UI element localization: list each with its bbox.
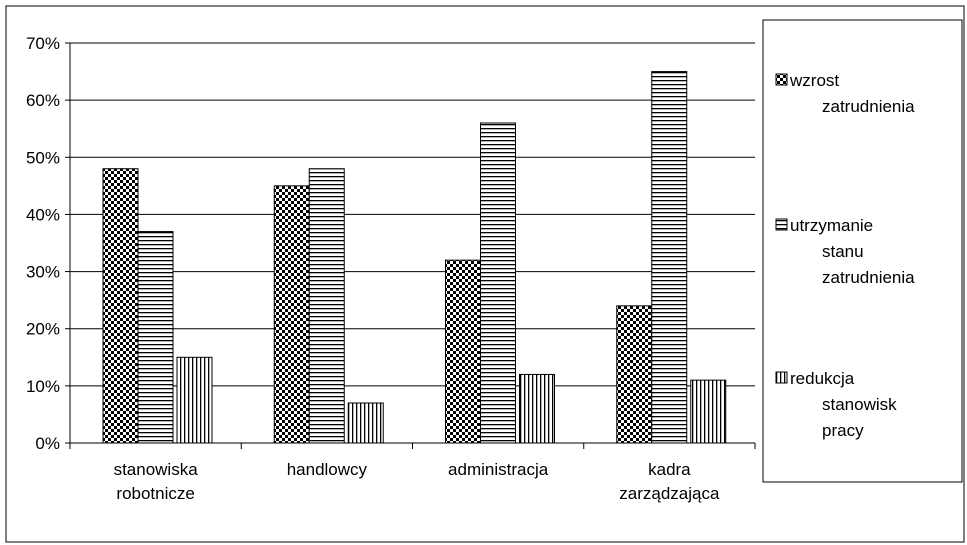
y-tick-label: 30% <box>26 263 60 282</box>
bar <box>480 122 516 444</box>
bar <box>690 379 727 444</box>
legend-label: wzrost zatrudnienia <box>789 71 915 116</box>
x-tick-label: stanowiska robotnicze <box>114 460 199 503</box>
legend-label: utrzymanie stanu zatrudnienia <box>790 216 915 287</box>
y-tick-label: 60% <box>26 91 60 110</box>
bar <box>347 402 384 444</box>
bar <box>102 168 139 444</box>
y-tick-label: 70% <box>26 34 60 53</box>
x-tick-label: administracja <box>448 460 549 479</box>
y-tick-label: 10% <box>26 377 60 396</box>
y-tick-label: 20% <box>26 320 60 339</box>
bar <box>308 168 345 444</box>
chart-border <box>5 5 965 543</box>
bar <box>519 373 555 444</box>
legend-swatch <box>775 371 788 384</box>
legend-swatch <box>775 73 788 86</box>
bar <box>651 71 688 444</box>
x-tick-label: handlowcy <box>287 460 368 479</box>
bar <box>445 259 481 444</box>
bar <box>137 231 174 444</box>
bar <box>616 305 653 444</box>
x-tick-label: kadra zarządzająca <box>619 460 720 503</box>
legend-label: redukcja stanowisk pracy <box>790 369 897 440</box>
y-tick-label: 0% <box>35 434 60 453</box>
bar <box>176 356 213 444</box>
y-tick-label: 50% <box>26 148 60 167</box>
bar <box>273 185 310 444</box>
y-tick-label: 40% <box>26 205 60 224</box>
legend-swatch <box>775 218 788 231</box>
legend-box <box>762 19 963 483</box>
